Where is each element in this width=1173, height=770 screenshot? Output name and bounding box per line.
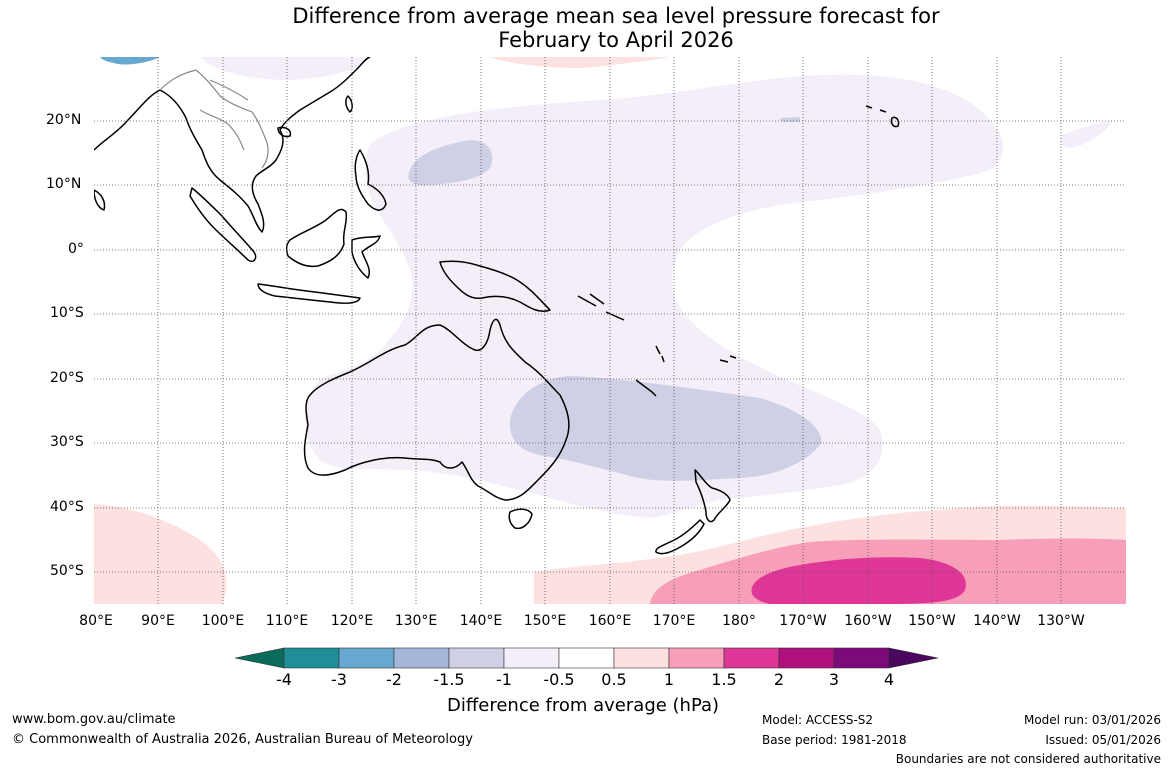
coastlines: [94, 57, 900, 555]
copyright-text: © Commonwealth of Australia 2026, Austra…: [12, 732, 473, 747]
colorbar-tick: 0.5: [601, 670, 627, 689]
colorbar-below-min: [234, 647, 285, 669]
lat-label-30s: 30°S: [50, 434, 84, 450]
hainan-coastline: [277, 126, 292, 138]
colorbar-tick: -3: [331, 670, 347, 689]
lon-label-150e: 150°E: [523, 613, 567, 629]
colorbar-bin: [558, 647, 615, 669]
anomaly-region-positive-north: [490, 57, 670, 68]
colorbar-tick: -1.5: [433, 670, 465, 689]
colorbar-tick: 1: [663, 670, 675, 689]
colorbar-bin: [393, 647, 450, 669]
asia-border-lines: [159, 69, 269, 169]
colorbar-tick: 4: [883, 670, 895, 689]
lon-label-80e: 80°E: [79, 613, 113, 629]
issued-date: Issued: 05/01/2026: [1045, 733, 1161, 747]
lon-label-140w: 140°W: [973, 613, 1021, 629]
title-line-2: February to April 2026: [498, 28, 734, 52]
lon-label-170w: 170°W: [779, 613, 827, 629]
anomaly-region-positive-south-3: [751, 557, 966, 604]
lon-label-120e: 120°E: [330, 613, 374, 629]
colorbar-bin: [283, 647, 340, 669]
lat-label-20s: 20°S: [50, 370, 84, 386]
anomaly-region-light-negative-ne: [1060, 121, 1112, 148]
colorbar-bin: [338, 647, 395, 669]
model-run-date: Model run: 03/01/2026: [1023, 713, 1161, 727]
anomaly-region-negative-tasman: [509, 376, 822, 481]
new-zealand-south-coastline: [655, 519, 705, 555]
colorbar-bin: [833, 647, 890, 669]
colorbar-bin: [613, 647, 670, 669]
fiji-islands: [719, 355, 737, 363]
boundaries-disclaimer: Boundaries are not considered authoritat…: [895, 752, 1161, 766]
anomaly-region-positive-southwest: [94, 504, 227, 604]
lon-label-100e: 100°E: [201, 613, 245, 629]
gridlines: [94, 57, 1126, 604]
anomaly-shading: [94, 57, 1126, 604]
colorbar-tick: -0.5: [543, 670, 575, 689]
sulawesi-coastline: [351, 235, 381, 279]
lat-label-50s: 50°S: [50, 563, 84, 579]
map-title: Difference from average mean sea level p…: [0, 4, 1173, 52]
lat-label-10s: 10°S: [50, 305, 84, 321]
model-name: Model: ACCESS-S2: [762, 713, 874, 727]
borneo-coastline: [285, 208, 348, 268]
lon-label-180: 180°: [722, 613, 756, 629]
anomaly-region-light-negative: [305, 74, 1004, 518]
lon-label-130w: 130°W: [1037, 613, 1085, 629]
lon-label-130e: 130°E: [394, 613, 438, 629]
australia-coastline: [303, 318, 570, 501]
colorbar-tick: -4: [276, 670, 292, 689]
lon-label-170e: 170°E: [652, 613, 696, 629]
anomaly-region-negative-philippine-sea: [408, 140, 493, 186]
colorbar-tick: 2: [773, 670, 785, 689]
sumatra-coastline: [189, 187, 257, 263]
taiwan-coastline: [345, 95, 353, 113]
colorbar-bin: [503, 647, 560, 669]
lon-label-150w: 150°W: [908, 613, 956, 629]
lat-label-40s: 40°S: [50, 499, 84, 515]
base-period: Base period: 1981-2018: [762, 733, 907, 747]
colorbar-title: Difference from average (hPa): [447, 695, 720, 716]
solomon-islands: [577, 293, 625, 321]
new-guinea-coastline: [439, 260, 551, 313]
colorbar-tick: 1.5: [711, 670, 737, 689]
new-zealand-north-coastline: [694, 469, 731, 523]
anomaly-region-light-negative-north: [200, 57, 370, 80]
lat-label-0: 0°: [68, 241, 84, 257]
new-caledonia: [635, 379, 657, 397]
lat-label-20n: 20°N: [46, 112, 82, 128]
colorbar-tick: -1: [496, 670, 512, 689]
philippines-coastline: [354, 149, 387, 211]
lon-label-90e: 90°E: [141, 613, 175, 629]
colorbar: [234, 647, 939, 669]
vanuatu-islands: [655, 345, 665, 363]
colorbar-bin: [448, 647, 505, 669]
asia-mainland-coastline: [94, 57, 371, 233]
colorbar-tick: -2: [386, 670, 402, 689]
colorbar-bin: [778, 647, 835, 669]
hawaii-islands: [865, 105, 900, 128]
title-line-1: Difference from average mean sea level p…: [292, 4, 940, 28]
colorbar-tick: 3: [828, 670, 840, 689]
lon-label-110e: 110°E: [265, 613, 309, 629]
colorbar-bin: [668, 647, 725, 669]
sri-lanka-coastline: [94, 189, 106, 211]
anomaly-region-strong-negative: [100, 57, 160, 65]
colorbar-bin: [723, 647, 780, 669]
tasmania-coastline: [508, 508, 533, 530]
colorbar-above-max: [888, 647, 939, 669]
website-link[interactable]: www.bom.gov.au/climate: [12, 712, 176, 727]
lat-label-10n: 10°N: [46, 176, 82, 192]
lon-label-160w: 160°W: [844, 613, 892, 629]
java-coastline: [257, 283, 361, 304]
lon-label-160e: 160°E: [588, 613, 632, 629]
lon-label-140e: 140°E: [459, 613, 503, 629]
